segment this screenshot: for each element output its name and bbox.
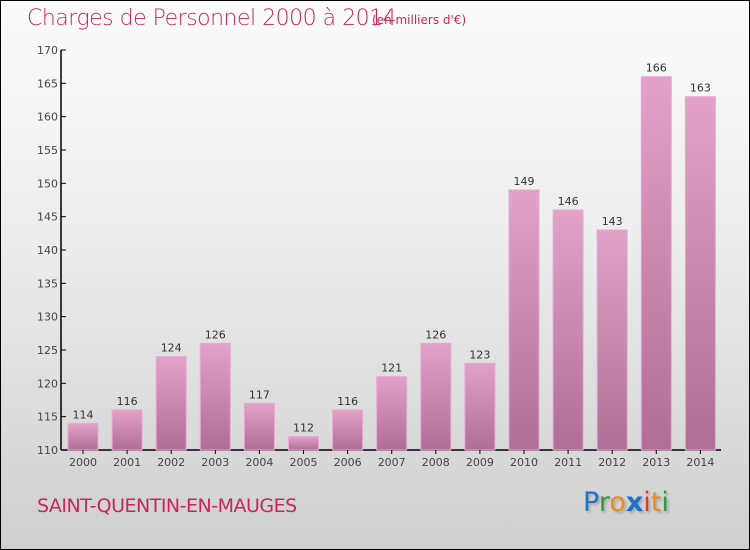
x-tick-label: 2011 (554, 456, 582, 469)
x-tick-label: 2014 (686, 456, 714, 469)
y-tick-label: 155 (37, 144, 58, 157)
chart-subtitle: (en milliers d'€) (372, 13, 467, 27)
data-label: 149 (514, 175, 535, 188)
data-label: 146 (558, 195, 579, 208)
y-tick-label: 120 (37, 377, 58, 390)
data-label: 126 (425, 328, 446, 341)
bar-2006 (332, 409, 364, 451)
data-label: 126 (205, 328, 226, 341)
commune-name: SAINT-QUENTIN-EN-MAUGES (37, 495, 297, 517)
chart-title: Charges de Personnel 2000 à 2014 (27, 6, 397, 31)
y-tick-label: 125 (37, 344, 58, 357)
x-tick-label: 2002 (157, 456, 185, 469)
data-label: 112 (293, 422, 314, 435)
bar-2005 (288, 436, 319, 451)
proxiti-logo: Proxiti (583, 487, 669, 518)
logo-letter: r (598, 487, 610, 518)
data-label: 116 (337, 395, 358, 408)
x-tick-label: 2001 (113, 456, 141, 469)
y-tick-label: 145 (37, 211, 58, 224)
logo-letter: o (609, 487, 626, 518)
x-tick-label: 2007 (378, 456, 406, 469)
x-tick-label: 2009 (466, 456, 494, 469)
x-tick-label: 2008 (422, 456, 450, 469)
data-label: 124 (161, 342, 182, 355)
x-tick-label: 2000 (69, 456, 97, 469)
bar-2001 (111, 409, 143, 451)
data-label: 166 (646, 62, 667, 75)
y-tick-label: 160 (37, 111, 58, 124)
y-tick-label: 140 (37, 244, 58, 257)
data-label: 163 (690, 82, 711, 95)
data-label: 114 (73, 408, 94, 421)
logo-letter: x (625, 487, 644, 518)
data-label: 116 (117, 395, 138, 408)
y-tick-label: 170 (37, 44, 58, 57)
data-label: 123 (469, 348, 490, 361)
bar-2011 (552, 209, 584, 451)
y-tick-label: 130 (37, 311, 58, 324)
logo-letter: t (650, 487, 662, 518)
y-tick-label: 110 (37, 444, 58, 457)
bar-2002 (155, 356, 187, 451)
bar-2008 (420, 342, 452, 451)
x-tick-label: 2005 (290, 456, 318, 469)
x-tick-label: 2010 (510, 456, 538, 469)
bar-2004 (243, 402, 275, 451)
y-tick-label: 115 (37, 411, 58, 424)
data-label: 143 (602, 215, 623, 228)
y-tick-label: 165 (37, 77, 58, 90)
bar-2013 (640, 76, 672, 451)
bar-2003 (199, 342, 231, 451)
x-tick-label: 2003 (201, 456, 229, 469)
data-label: 117 (249, 388, 270, 401)
bar-2007 (376, 376, 408, 451)
bar-2010 (508, 189, 540, 451)
x-tick-label: 2006 (334, 456, 362, 469)
logo-letter: i (661, 487, 669, 518)
y-tick-label: 135 (37, 277, 58, 290)
logo-letter: i (643, 487, 651, 518)
bar-2009 (464, 362, 496, 451)
bar-2014 (684, 96, 716, 451)
bar-2012 (596, 229, 628, 451)
x-tick-label: 2004 (245, 456, 273, 469)
x-tick-label: 2013 (642, 456, 670, 469)
data-label: 121 (381, 362, 402, 375)
y-tick-label: 150 (37, 177, 58, 190)
bar-2000 (67, 422, 99, 451)
x-tick-label: 2012 (598, 456, 626, 469)
logo-letter: P (583, 487, 599, 518)
